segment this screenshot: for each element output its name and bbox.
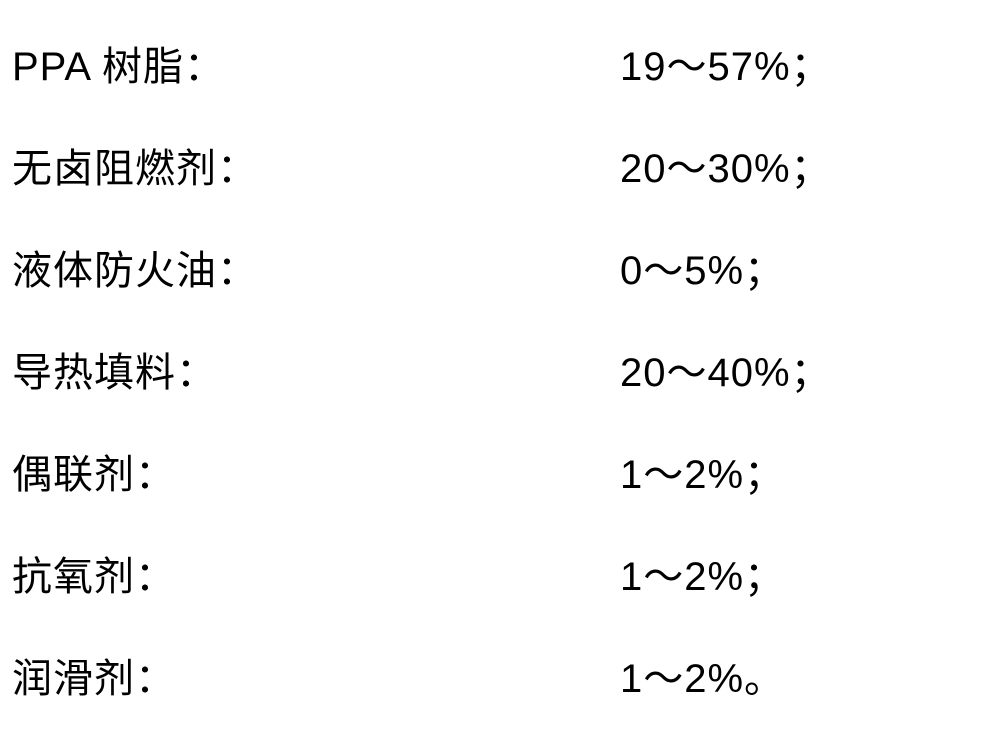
list-item-value: 20～40%； — [620, 353, 980, 393]
list-item-label: 润滑剂： — [12, 659, 176, 699]
list-item: 抗氧剂： 1～2%； — [12, 526, 980, 628]
list-item-label: 液体防火油： — [12, 251, 258, 291]
list-item: 润滑剂： 1～2%。 — [12, 628, 980, 730]
list-item: 无卤阻燃剂： 20～30%； — [12, 118, 980, 220]
list-item: 导热填料： 20～40%； — [12, 322, 980, 424]
list-item-value: 1～2%； — [620, 455, 980, 495]
list-item-value: 0～5%； — [620, 251, 980, 291]
list-item-label: 无卤阻燃剂： — [12, 149, 258, 189]
list-item-value: 20～30%； — [620, 149, 980, 189]
list-item: PPA 树脂： 19～57%； — [12, 16, 980, 118]
list-item-label: 偶联剂： — [12, 455, 176, 495]
list-item: 偶联剂： 1～2%； — [12, 424, 980, 526]
list-item-value: 1～2%。 — [620, 659, 980, 699]
list-item-label: PPA 树脂： — [12, 47, 225, 87]
list-item-label: 导热填料： — [12, 353, 217, 393]
list-item-label: 抗氧剂： — [12, 557, 176, 597]
list-item: 液体防火油： 0～5%； — [12, 220, 980, 322]
list-item-value: 19～57%； — [620, 47, 980, 87]
list-item-value: 1～2%； — [620, 557, 980, 597]
composition-list: PPA 树脂： 19～57%； 无卤阻燃剂： 20～30%； 液体防火油： 0～… — [0, 0, 1000, 743]
